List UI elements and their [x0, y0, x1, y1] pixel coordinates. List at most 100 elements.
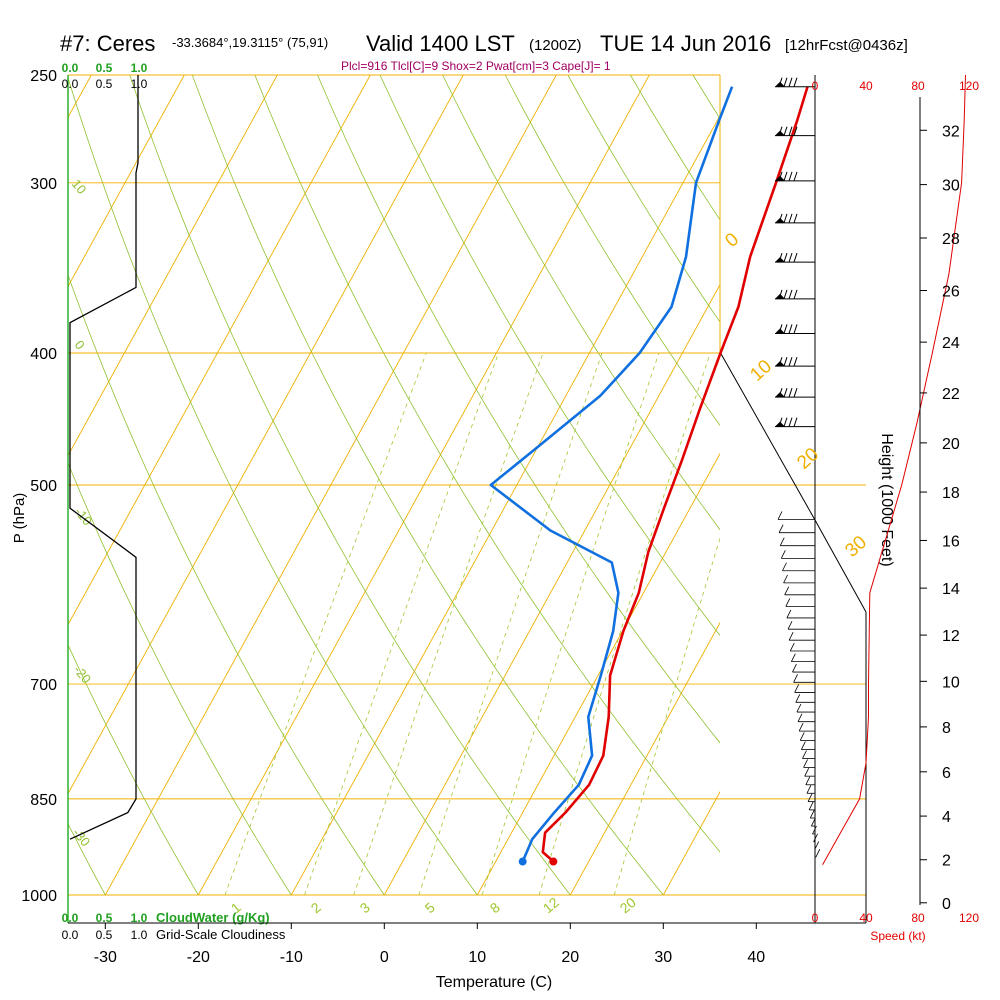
- mixing-ratio-label: 2: [308, 899, 324, 916]
- wind-barb: [804, 767, 815, 777]
- height-tick-label: 18: [942, 485, 960, 502]
- height-tick-label: 2: [942, 853, 951, 870]
- isotherm-line: [68, 75, 185, 288]
- speed-label: Speed (kt): [870, 929, 925, 943]
- wind-barb: [809, 809, 815, 819]
- height-tick-label: 12: [942, 628, 960, 645]
- wind-barb: [788, 632, 815, 641]
- speed-bottom-label: 80: [911, 911, 925, 925]
- wind-barb: [799, 732, 815, 741]
- wind-barb: [805, 776, 815, 786]
- wind-barb: [807, 793, 815, 803]
- pressure-tick-label: 400: [30, 346, 57, 363]
- wind-barb: [775, 213, 815, 224]
- y-axis-title: P (hPa): [11, 493, 28, 544]
- dry-adiabat-line: [68, 643, 199, 896]
- temperature-surface-point: [549, 857, 558, 866]
- speed-bottom-label: 0: [812, 911, 819, 925]
- mixing-ratio-line: [304, 352, 499, 896]
- wind-barb: [815, 848, 821, 858]
- speed-bottom-label: 120: [959, 911, 979, 925]
- x-tick-label: 10: [468, 949, 486, 966]
- wind-barb: [775, 417, 815, 428]
- dry-adiabat-line: [254, 75, 720, 853]
- dry-adiabat-line: [68, 461, 292, 896]
- wind-barb: [784, 586, 815, 596]
- x-tick-label: -10: [280, 949, 303, 966]
- cloud-water-top-label: 0.5: [96, 61, 113, 75]
- mixing-ratio-line: [538, 352, 711, 896]
- zulu-time: (1200Z): [529, 37, 582, 54]
- wind-barb: [786, 609, 815, 619]
- mixing-ratio-label: 3: [357, 899, 373, 916]
- wind-barb: [797, 713, 815, 723]
- height-axis-title: Height (1000 Feet): [878, 433, 895, 566]
- dry-adiabat-line: [191, 75, 664, 896]
- wind-barb: [775, 357, 815, 367]
- wind-barb: [775, 388, 815, 398]
- height-tick-label: 6: [942, 765, 951, 782]
- isotherm-label: 30: [841, 532, 871, 562]
- speed-bottom-label: 40: [859, 911, 873, 925]
- pressure-tick-label: 300: [30, 176, 57, 193]
- wind-barb: [800, 741, 815, 750]
- wind-barb: [798, 722, 815, 732]
- isotherm-line: [68, 75, 278, 457]
- wind-barb: [796, 703, 815, 713]
- cloud-water-top-label: 1.0: [131, 61, 148, 75]
- dry-adiabat-line: [317, 75, 720, 744]
- height-tick-label: 30: [942, 178, 960, 195]
- wind-barb: [790, 653, 815, 663]
- mixing-ratio-line: [224, 352, 427, 896]
- height-tick-label: 10: [942, 674, 960, 691]
- isotherm-label: 10: [746, 356, 776, 386]
- dry-adiabat-line: [68, 273, 385, 896]
- x-tick-label: -20: [187, 949, 210, 966]
- wind-barb: [775, 171, 815, 182]
- dry-adiabat-label: -20: [71, 662, 95, 686]
- wind-barb: [789, 642, 815, 652]
- dry-adiabat-line: [504, 75, 720, 426]
- wind-speed-line: [822, 74, 966, 865]
- height-tick-label: 20: [942, 436, 960, 453]
- speed-top-label: 40: [859, 79, 873, 93]
- height-tick-label: 4: [942, 809, 951, 826]
- pressure-tick-label: 1000: [21, 888, 57, 905]
- wind-barb: [813, 833, 818, 843]
- cloud-water-bottom-label: 0.0: [62, 911, 79, 925]
- cloudiness-label: Grid-Scale Cloudiness: [156, 927, 286, 942]
- height-tick-label: 26: [942, 284, 960, 301]
- dry-adiabat-line: [881, 75, 1000, 895]
- wind-barb: [787, 620, 815, 630]
- isotherm-label: 0: [721, 229, 743, 252]
- wind-barb: [779, 537, 815, 547]
- wind-barb: [777, 511, 815, 520]
- stability-indices: Plcl=916 Tlcl[C]=9 Shox=2 Pwat[cm]=3 Cap…: [341, 59, 611, 73]
- wind-barb: [792, 663, 815, 673]
- wind-barb: [795, 694, 815, 703]
- pressure-tick-label: 250: [30, 68, 57, 85]
- cloudiness-top-label: 1.0: [131, 77, 148, 91]
- mixing-ratio-label: 8: [487, 899, 503, 916]
- wind-barb: [808, 801, 815, 811]
- mixing-ratio-line: [481, 352, 660, 896]
- dry-adiabat-label: 10: [69, 176, 90, 197]
- cloudiness-bottom-label: 0.5: [96, 928, 113, 942]
- x-tick-label: -30: [94, 949, 117, 966]
- pressure-tick-label: 500: [30, 478, 57, 495]
- cloud-water-top-label: 0.0: [62, 61, 79, 75]
- wind-barb: [785, 598, 815, 607]
- x-axis-title: Temperature (C): [436, 974, 552, 991]
- x-tick-label: 30: [654, 949, 672, 966]
- forecast-date: TUE 14 Jun 2016: [600, 31, 771, 56]
- cloudiness-top-label: 0.0: [62, 77, 79, 91]
- dry-adiabat-line: [442, 75, 720, 531]
- valid-time: Valid 1400 LST: [366, 31, 515, 56]
- x-tick-label: 40: [747, 949, 765, 966]
- wind-barb: [775, 126, 815, 137]
- x-tick-label: 20: [561, 949, 579, 966]
- cloud-water-label: CloudWater (g/Kg): [156, 910, 270, 925]
- wind-barb: [811, 817, 816, 827]
- wind-barb: [806, 785, 815, 794]
- wind-panel-diagonal-2: [814, 519, 867, 613]
